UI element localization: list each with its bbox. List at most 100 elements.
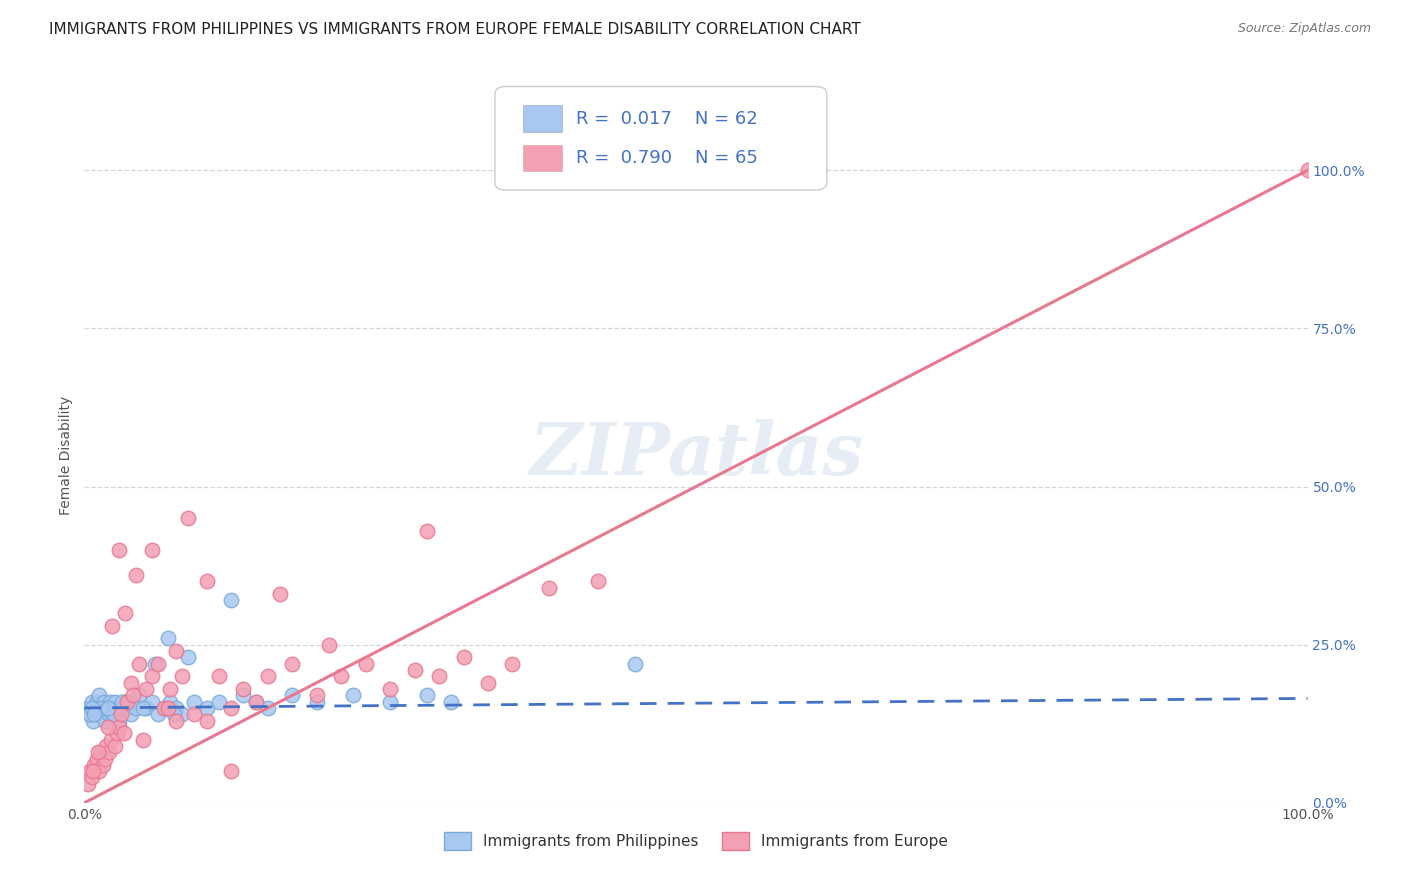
Point	[132, 732, 155, 747]
Point	[208, 695, 231, 709]
Point	[96, 701, 118, 715]
Point	[305, 688, 328, 702]
Point	[105, 701, 128, 715]
Point	[125, 568, 148, 582]
Point	[79, 707, 101, 722]
Point	[87, 688, 110, 702]
Point	[141, 542, 163, 557]
Point	[172, 669, 194, 683]
Point	[90, 745, 112, 759]
Point	[305, 695, 328, 709]
Point	[94, 714, 117, 728]
Text: IMMIGRANTS FROM PHILIPPINES VS IMMIGRANTS FROM EUROPE FEMALE DISABILITY CORRELAT: IMMIGRANTS FROM PHILIPPINES VS IMMIGRANT…	[49, 22, 860, 37]
Point	[87, 701, 110, 715]
Point	[143, 657, 166, 671]
Point	[538, 581, 561, 595]
Point	[103, 707, 125, 722]
Point	[104, 739, 127, 753]
Point	[245, 695, 267, 709]
Point	[232, 688, 254, 702]
Point	[100, 701, 122, 715]
Point	[82, 764, 104, 779]
Point	[318, 638, 340, 652]
Point	[132, 701, 155, 715]
Y-axis label: Female Disability: Female Disability	[59, 395, 73, 515]
Point	[87, 764, 110, 779]
Point	[115, 695, 138, 709]
Point	[330, 669, 353, 683]
Point	[97, 707, 120, 722]
Point	[257, 669, 280, 683]
Point	[110, 701, 132, 715]
Point	[110, 707, 132, 722]
Text: R =  0.790    N = 65: R = 0.790 N = 65	[576, 149, 758, 167]
Point	[427, 669, 450, 683]
Point	[122, 688, 145, 702]
Point	[159, 681, 181, 696]
Point	[156, 632, 179, 646]
Point	[380, 695, 402, 709]
Point	[183, 695, 205, 709]
Point	[77, 701, 100, 715]
Point	[83, 757, 105, 772]
Point	[128, 657, 150, 671]
Point	[153, 701, 176, 715]
Point	[107, 720, 129, 734]
Point	[101, 707, 124, 722]
Point	[84, 707, 107, 722]
Point	[232, 681, 254, 696]
Point	[90, 701, 112, 715]
Point	[165, 701, 187, 715]
Point	[120, 707, 142, 722]
Point	[404, 663, 426, 677]
Point	[269, 587, 291, 601]
Point	[146, 657, 169, 671]
Point	[141, 669, 163, 683]
Point	[219, 764, 242, 779]
Point	[111, 695, 134, 709]
Point	[89, 707, 111, 722]
Point	[97, 701, 120, 715]
Point	[120, 675, 142, 690]
Point	[195, 574, 218, 589]
Point	[105, 726, 128, 740]
Point	[101, 618, 124, 632]
Point	[86, 751, 108, 765]
Point	[82, 714, 104, 728]
Point	[163, 707, 186, 722]
Point	[440, 695, 463, 709]
Text: Source: ZipAtlas.com: Source: ZipAtlas.com	[1237, 22, 1371, 36]
Point	[177, 650, 200, 665]
Point	[77, 777, 100, 791]
Point	[80, 701, 103, 715]
Point	[342, 688, 364, 702]
Text: ZIPatlas: ZIPatlas	[529, 419, 863, 491]
Point	[354, 657, 377, 671]
Point	[115, 701, 138, 715]
Point	[104, 695, 127, 709]
Point	[100, 732, 122, 747]
Point	[177, 511, 200, 525]
Point	[135, 681, 157, 696]
Point	[183, 707, 205, 722]
Point	[219, 593, 242, 607]
Point	[77, 707, 100, 722]
Point	[79, 764, 101, 779]
Point	[257, 701, 280, 715]
Point	[380, 681, 402, 696]
Point	[80, 695, 103, 709]
Point	[122, 695, 145, 709]
Point	[416, 688, 439, 702]
Point	[128, 688, 150, 702]
Point	[97, 745, 120, 759]
Point	[86, 695, 108, 709]
Point	[91, 701, 114, 715]
Point	[156, 701, 179, 715]
Point	[153, 701, 176, 715]
Point	[96, 739, 118, 753]
Point	[172, 707, 194, 722]
Point	[477, 675, 499, 690]
Point	[208, 669, 231, 683]
Point	[83, 707, 105, 722]
Point	[112, 695, 135, 709]
